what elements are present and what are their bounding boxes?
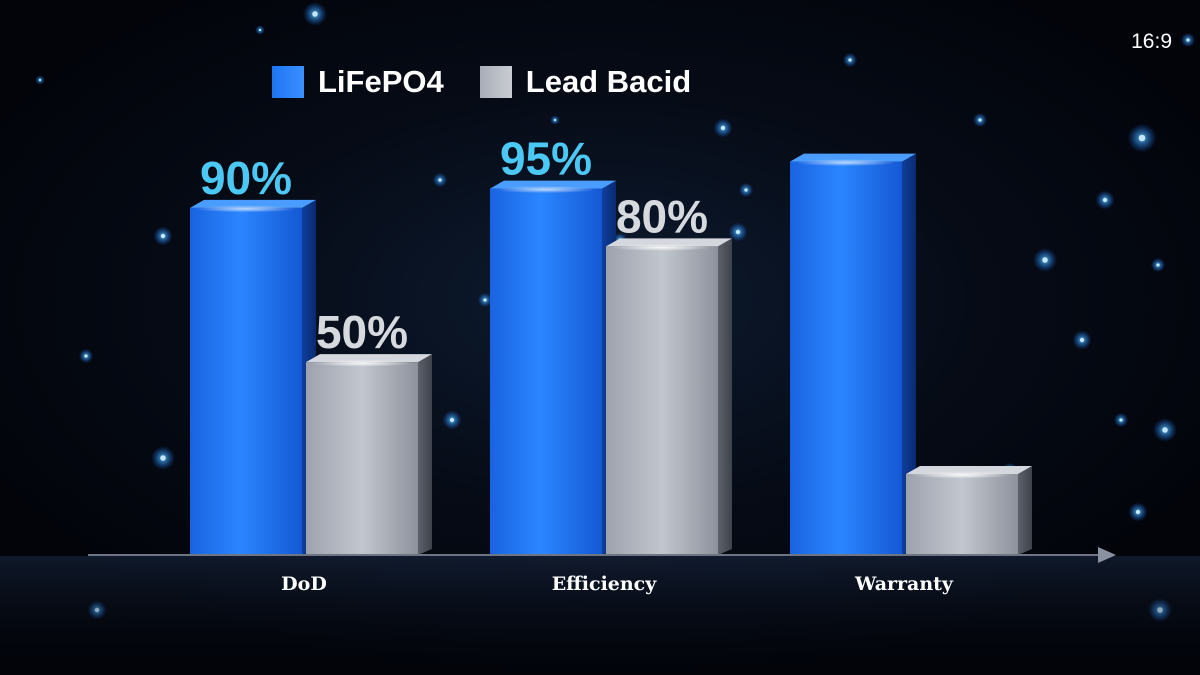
- bar-lead-bacid-efficiency-glow: [611, 243, 713, 251]
- legend-entry-lead-bacid: Lead Bacid: [479, 64, 692, 100]
- legend: LiFePO4 Lead Bacid: [272, 64, 691, 100]
- value-label-lifepo4-efficiency: 95%: [500, 133, 592, 185]
- bar-lifepo4-warranty-glow: [795, 159, 897, 167]
- bar-lifepo4-dod-glow: [195, 205, 297, 213]
- bar-lead-bacid-warranty-side: [1018, 466, 1032, 555]
- category-label-warranty: Warranty: [854, 573, 954, 595]
- legend-label-lead-bacid: Lead Bacid: [525, 64, 692, 99]
- bar-lead-bacid-warranty: [906, 466, 1032, 555]
- category-label-efficiency: Efficiency: [552, 573, 658, 595]
- bar-lifepo4-dod-front: [190, 207, 302, 555]
- labels-layer: 90% 50% DoD 95% 80% Efficiency Warranty: [200, 133, 954, 595]
- bar-lead-bacid-dod-front: [306, 362, 418, 555]
- value-label-lead-bacid-dod: 50%: [316, 306, 408, 358]
- bar-lead-bacid-efficiency-front: [606, 246, 718, 555]
- bar-lead-bacid-warranty-glow: [911, 471, 1013, 479]
- legend-swatch-lifepo4: [272, 66, 304, 98]
- legend-entry-lifepo4: LiFePO4: [272, 64, 444, 100]
- bar-lifepo4-efficiency-front: [490, 188, 602, 556]
- x-axis-arrow: [1098, 547, 1116, 563]
- value-label-lifepo4-dod: 90%: [200, 152, 292, 204]
- legend-swatch-lead-bacid: [479, 66, 512, 98]
- bar-lifepo4-warranty-front: [790, 161, 902, 556]
- bar-lead-bacid-warranty-front: [906, 474, 1018, 555]
- bars-layer: [190, 153, 1032, 556]
- bar-lifepo4-efficiency: [490, 180, 616, 556]
- bar-lead-bacid-dod-side: [418, 354, 432, 555]
- value-label-lead-bacid-efficiency: 80%: [616, 190, 708, 242]
- bar-lead-bacid-efficiency: [606, 238, 732, 555]
- x-axis: [88, 547, 1116, 563]
- bar-lead-bacid-dod-glow: [311, 359, 413, 367]
- aspect-ratio-label: 16:9: [1131, 30, 1172, 53]
- bar-lead-bacid-dod: [306, 354, 432, 555]
- legend-label-lifepo4: LiFePO4: [318, 64, 444, 99]
- category-label-dod: DoD: [281, 573, 327, 595]
- bar-lead-bacid-efficiency-side: [718, 238, 732, 555]
- bar-lifepo4-efficiency-glow: [495, 186, 597, 194]
- bar-lifepo4-dod: [190, 199, 316, 555]
- bar-lifepo4-warranty: [790, 153, 916, 556]
- bar-lifepo4-warranty-side: [902, 153, 916, 556]
- floor-reflection: [0, 556, 1200, 675]
